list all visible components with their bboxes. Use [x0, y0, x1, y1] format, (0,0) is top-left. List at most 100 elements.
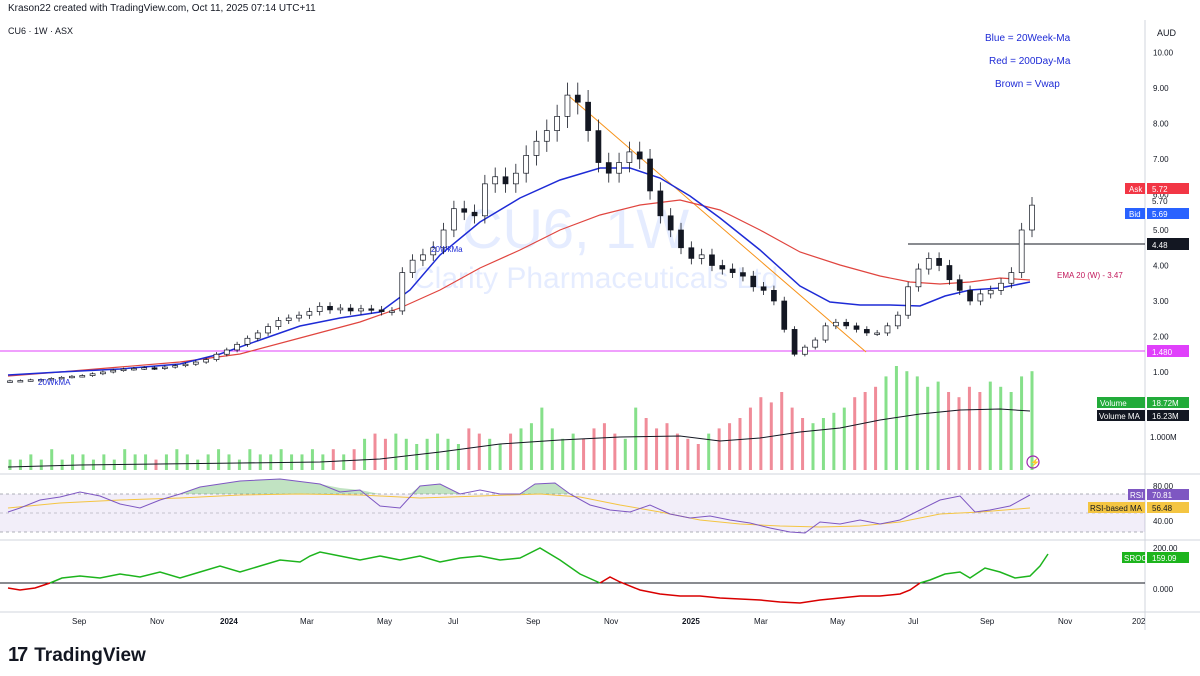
volume-bar: [123, 449, 127, 470]
candle: [998, 278, 1004, 296]
volume-bar: [363, 438, 367, 470]
volume-bar: [780, 392, 784, 470]
candle: [925, 252, 932, 275]
candle: [234, 341, 240, 353]
candle: [1008, 267, 1015, 289]
candle: [492, 167, 499, 193]
volume-ma-line: [7, 408, 1031, 468]
candle: [151, 366, 158, 371]
volume-bar: [738, 418, 742, 470]
volume-bar: [415, 444, 419, 470]
volume-bar: [164, 454, 168, 470]
candle: [100, 370, 106, 376]
volume-ma-tag: Volume MA 16.23M: [1097, 410, 1189, 421]
volume-bar: [801, 418, 805, 470]
candle: [440, 222, 447, 255]
volume-bar: [1009, 392, 1013, 470]
volume-bar: [29, 454, 33, 470]
volume-bar: [227, 454, 231, 470]
volume-bar: [258, 454, 262, 470]
volume-bar: [18, 459, 22, 470]
volume-bar: [1020, 376, 1024, 470]
volume-bar: [905, 371, 909, 470]
candle: [987, 285, 994, 299]
candle: [626, 141, 633, 173]
price-tick: 1.00: [1153, 368, 1169, 377]
price-tick: 10.00: [1153, 49, 1174, 58]
price-tick: 2.00: [1153, 333, 1169, 342]
candle: [296, 311, 302, 322]
price-axis[interactable]: 1.00 2.00 3.00 4.00 5.00 6.00 7.00 8.00 9.00 10.0…: [1153, 49, 1174, 378]
volume-bar: [133, 454, 137, 470]
rsi-overbought-fill: [180, 479, 380, 494]
volume-bar: [936, 381, 940, 470]
candle: [58, 376, 65, 380]
time-tick: Nov: [604, 617, 618, 626]
volume-bar: [655, 428, 659, 470]
sroc-line-down: [599, 576, 921, 604]
candle: [213, 352, 220, 362]
volume-bar: [665, 423, 669, 470]
time-tick: Mar: [300, 617, 314, 626]
tradingview-logo-text: TradingView: [34, 644, 146, 666]
candle: [812, 337, 819, 350]
symbol-line[interactable]: CU6 · 1W · ASX: [8, 26, 74, 36]
volume-bar: [373, 433, 377, 470]
candle: [750, 270, 757, 292]
volume-bar: [237, 459, 241, 470]
price-tick: 8.00: [1153, 120, 1169, 129]
candle: [420, 248, 426, 267]
volume-bar: [978, 392, 982, 470]
volume-bar: [696, 444, 700, 470]
candle: [977, 289, 984, 306]
volume-bar: [623, 438, 627, 470]
sroc-axis-tick-0: 0.000: [1153, 585, 1174, 594]
tradingview-logo-mark: 17: [8, 644, 28, 666]
volume-bar: [185, 454, 189, 470]
volume-bars: [8, 366, 1034, 470]
watermark-name: Clarity Pharmaceuticals Ltd: [413, 262, 778, 295]
sroc-tag: SROC 159.09: [1122, 552, 1189, 563]
volume-flash-icon[interactable]: [1026, 455, 1040, 469]
volume-bar: [853, 397, 857, 470]
volume-bar: [50, 449, 54, 470]
volume-bar: [967, 386, 971, 470]
candle: [502, 167, 509, 193]
volume-bar: [957, 397, 961, 470]
ma200-line: [7, 199, 1031, 377]
candle: [709, 248, 715, 272]
candle: [533, 130, 540, 166]
candle: [657, 182, 664, 224]
candle: [853, 322, 860, 333]
rsi-axis-tick-40: 40.00: [1153, 517, 1174, 526]
time-axis[interactable]: Sep Nov 2024 Mar May Jul Sep Nov 2025 Mar May Jul Se…: [72, 617, 1146, 626]
candle: [131, 366, 137, 371]
time-tick: Sep: [526, 617, 541, 626]
candle: [791, 326, 798, 357]
volume-bar: [175, 449, 179, 470]
candle: [203, 357, 209, 364]
candle: [337, 304, 344, 314]
volume-bar: [582, 438, 586, 470]
volume-bar: [102, 454, 106, 470]
volume-bar: [988, 381, 992, 470]
volume-bar: [686, 438, 690, 470]
candle: [389, 307, 395, 316]
volume-bar: [832, 412, 836, 470]
candle: [110, 368, 117, 374]
volume-bar: [383, 438, 387, 470]
candle: [461, 200, 468, 221]
candle: [894, 311, 901, 330]
tradingview-logo[interactable]: 17 TradingView: [8, 644, 146, 667]
volume-bar: [707, 433, 711, 470]
candle: [285, 314, 292, 325]
volume-bar: [456, 444, 460, 470]
candle: [523, 145, 530, 183]
currency-label: AUD: [1157, 28, 1177, 38]
price-tick: 9.00: [1153, 84, 1169, 93]
volume-flash-glyph: ⚡: [1030, 457, 1040, 467]
ask-tag-label: Ask: [1129, 185, 1143, 194]
candle: [409, 254, 416, 278]
candle: [316, 302, 323, 316]
